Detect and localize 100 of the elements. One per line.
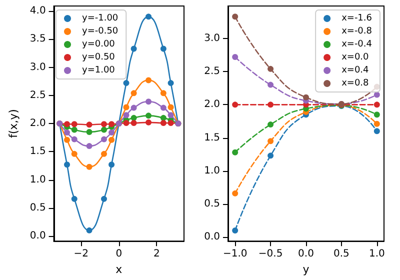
point: [168, 112, 174, 118]
point: [374, 92, 380, 98]
point: [108, 136, 115, 143]
y-tick-label: 2.5: [204, 66, 220, 78]
point: [130, 114, 137, 121]
point: [268, 152, 274, 159]
point: [108, 162, 115, 168]
x-tick-label: −0.5: [258, 248, 283, 260]
legend-label: y=1.00: [82, 66, 116, 76]
legend-label: y=-1.00: [82, 14, 118, 24]
point: [71, 150, 78, 157]
point: [108, 130, 115, 136]
point: [86, 143, 92, 150]
x-axis-title: x: [116, 263, 123, 276]
y-tick-label: 1.5: [204, 132, 220, 144]
point: [71, 136, 78, 142]
point: [374, 120, 380, 127]
point: [168, 120, 174, 126]
x-tick-label: 0.0: [298, 248, 314, 260]
point: [160, 46, 166, 52]
point: [123, 80, 130, 86]
point: [146, 112, 152, 119]
point: [374, 112, 380, 118]
legend-label: x=-0.4: [342, 40, 372, 50]
point: [123, 104, 130, 110]
legend-label: x=-0.8: [342, 26, 372, 36]
y-tick-label: 1.0: [204, 165, 220, 176]
point: [374, 102, 380, 108]
point: [232, 190, 238, 196]
legend-label: x=0.0: [342, 52, 370, 62]
point: [160, 104, 166, 111]
y-tick-label: 4.0: [30, 6, 46, 17]
y-tick-label: 0.5: [30, 202, 46, 214]
point: [123, 120, 130, 126]
y-tick-label: 2.5: [30, 90, 46, 101]
legend-label: x=-1.6: [342, 14, 372, 24]
x-tick-label: −2: [74, 248, 89, 260]
point: [268, 122, 274, 128]
x-tick-label: 2: [153, 248, 160, 260]
point: [71, 196, 78, 202]
point: [86, 164, 92, 170]
y-tick-label: 1.5: [30, 146, 46, 158]
point: [64, 121, 70, 128]
point: [268, 66, 274, 72]
y-tick-label: 1.0: [30, 174, 46, 186]
y-tick-label: 2.0: [30, 118, 46, 130]
legend-label: x=0.8: [342, 78, 370, 88]
point: [130, 104, 137, 111]
point: [86, 227, 92, 234]
point: [64, 130, 70, 136]
x-axis-title: y: [302, 263, 310, 276]
point: [101, 136, 107, 142]
point: [268, 102, 274, 108]
point: [86, 128, 92, 135]
legend-label: x=0.4: [342, 66, 370, 76]
point: [101, 150, 107, 157]
point: [146, 14, 152, 20]
point: [130, 120, 137, 126]
point: [130, 46, 137, 52]
point: [232, 14, 238, 20]
y-axis-title: f(x,y): [7, 109, 20, 138]
x-tick-label: −1.0: [222, 248, 248, 260]
x-tick-label: 0.5: [334, 248, 350, 260]
point: [160, 90, 166, 96]
point: [168, 104, 174, 110]
point: [64, 162, 70, 168]
point: [168, 80, 174, 86]
point: [101, 126, 107, 133]
x-tick-label: 0: [116, 248, 122, 260]
point: [268, 138, 274, 144]
y-tick-label: 0.0: [204, 232, 220, 243]
y-tick-label: 0.5: [204, 198, 220, 210]
y-tick-label: 3.5: [30, 34, 46, 45]
point: [146, 77, 152, 84]
point: [232, 102, 238, 108]
legend-label: y=0.00: [82, 40, 116, 50]
legend-label: y=-0.50: [82, 26, 118, 36]
point: [232, 149, 238, 156]
y-tick-label: 3.0: [204, 32, 220, 44]
point: [130, 90, 137, 96]
point: [101, 121, 107, 128]
legend-label: y=0.50: [82, 52, 116, 62]
point: [64, 136, 70, 143]
point: [374, 128, 380, 134]
x-tick-label: 1.0: [368, 248, 385, 260]
point: [123, 112, 130, 118]
point: [86, 122, 92, 128]
point: [146, 98, 152, 105]
point: [160, 120, 166, 126]
y-tick-label: 0.0: [30, 230, 46, 242]
point: [232, 54, 238, 60]
y-tick-label: 3.0: [30, 62, 46, 73]
point: [146, 119, 152, 126]
y-tick-label: 2.0: [204, 99, 220, 110]
point: [71, 126, 78, 133]
point: [71, 121, 78, 128]
point: [303, 94, 309, 100]
point: [232, 228, 238, 234]
point: [160, 114, 166, 121]
point: [108, 121, 115, 128]
